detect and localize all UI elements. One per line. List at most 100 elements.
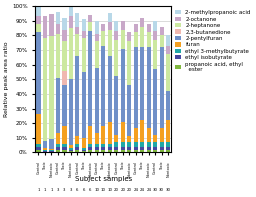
Bar bbox=[121, 142, 125, 147]
Text: 30: 30 bbox=[159, 188, 164, 191]
Bar bbox=[56, 12, 60, 24]
Text: Control: Control bbox=[36, 161, 40, 174]
Bar bbox=[88, 150, 92, 152]
Bar bbox=[140, 47, 144, 120]
Bar bbox=[108, 30, 112, 56]
Bar bbox=[160, 147, 164, 150]
Bar bbox=[127, 33, 131, 41]
Bar bbox=[101, 46, 105, 126]
Bar bbox=[147, 150, 151, 152]
Text: 10: 10 bbox=[94, 188, 99, 191]
Bar bbox=[127, 41, 131, 85]
Bar bbox=[62, 41, 67, 71]
Bar bbox=[134, 33, 138, 47]
Bar bbox=[101, 150, 105, 152]
Bar bbox=[95, 133, 99, 144]
Bar bbox=[75, 136, 80, 144]
Bar bbox=[49, 138, 54, 149]
Bar bbox=[36, 150, 40, 152]
Bar bbox=[95, 21, 99, 34]
Text: 1: 1 bbox=[50, 188, 53, 191]
Text: 20: 20 bbox=[114, 188, 119, 191]
Bar bbox=[56, 78, 60, 133]
Bar bbox=[114, 40, 119, 76]
Bar bbox=[108, 13, 112, 22]
Text: 1: 1 bbox=[44, 188, 46, 191]
Bar bbox=[95, 150, 99, 152]
Bar bbox=[36, 147, 40, 150]
Text: 3: 3 bbox=[63, 188, 66, 191]
Bar bbox=[108, 144, 112, 147]
Bar bbox=[43, 141, 47, 148]
Bar bbox=[166, 147, 170, 150]
Bar bbox=[108, 122, 112, 144]
Bar bbox=[153, 150, 157, 152]
Bar bbox=[140, 150, 144, 152]
Bar bbox=[153, 40, 157, 69]
Bar bbox=[121, 21, 125, 30]
Bar bbox=[101, 144, 105, 147]
Bar bbox=[69, 148, 73, 150]
Bar bbox=[56, 144, 60, 147]
Bar bbox=[69, 79, 73, 145]
Bar bbox=[82, 38, 86, 72]
Bar bbox=[88, 144, 92, 147]
Bar bbox=[62, 147, 67, 150]
Bar bbox=[147, 147, 151, 150]
Bar bbox=[69, 150, 73, 151]
Text: Nontoxic: Nontoxic bbox=[166, 161, 170, 177]
Bar bbox=[56, 133, 60, 144]
Text: 24: 24 bbox=[133, 188, 138, 191]
Bar bbox=[95, 144, 99, 147]
Bar bbox=[56, 24, 60, 34]
Bar bbox=[75, 27, 80, 34]
Bar bbox=[166, 54, 170, 91]
Bar bbox=[121, 30, 125, 49]
Text: 1: 1 bbox=[37, 188, 40, 191]
Bar bbox=[101, 31, 105, 46]
Bar bbox=[62, 150, 67, 152]
Text: 6: 6 bbox=[83, 188, 85, 191]
Bar bbox=[43, 16, 47, 38]
Bar bbox=[88, 126, 92, 144]
Bar bbox=[75, 56, 80, 136]
Bar bbox=[49, 36, 54, 138]
Bar bbox=[36, 33, 40, 114]
Bar bbox=[140, 18, 144, 27]
Bar bbox=[62, 126, 67, 144]
Bar bbox=[140, 120, 144, 142]
Text: 20: 20 bbox=[120, 188, 125, 191]
Bar bbox=[166, 150, 170, 152]
Bar bbox=[134, 47, 138, 128]
Bar bbox=[88, 15, 92, 22]
Bar bbox=[43, 150, 47, 151]
Bar bbox=[75, 144, 80, 147]
Bar bbox=[88, 31, 92, 126]
Bar bbox=[43, 38, 47, 141]
Text: Toxic: Toxic bbox=[43, 161, 47, 170]
Bar bbox=[160, 150, 164, 152]
Bar bbox=[140, 142, 144, 147]
Text: Control: Control bbox=[95, 161, 99, 174]
Text: Toxic: Toxic bbox=[62, 161, 66, 170]
Bar bbox=[127, 150, 131, 152]
Bar bbox=[82, 31, 86, 38]
Bar bbox=[166, 46, 170, 54]
Bar bbox=[82, 151, 86, 152]
Bar bbox=[101, 126, 105, 144]
Text: 10: 10 bbox=[107, 188, 112, 191]
Bar bbox=[160, 142, 164, 147]
Bar bbox=[134, 24, 138, 33]
Bar bbox=[108, 150, 112, 152]
Bar bbox=[49, 150, 54, 151]
Bar bbox=[56, 150, 60, 152]
Bar bbox=[114, 142, 119, 147]
Bar bbox=[134, 142, 138, 147]
Bar bbox=[82, 138, 86, 148]
Bar bbox=[114, 31, 119, 40]
Text: Nontoxic: Nontoxic bbox=[108, 161, 112, 177]
Bar bbox=[114, 21, 119, 31]
Bar bbox=[121, 122, 125, 142]
Bar bbox=[101, 24, 105, 31]
Text: Toxic: Toxic bbox=[160, 161, 164, 170]
